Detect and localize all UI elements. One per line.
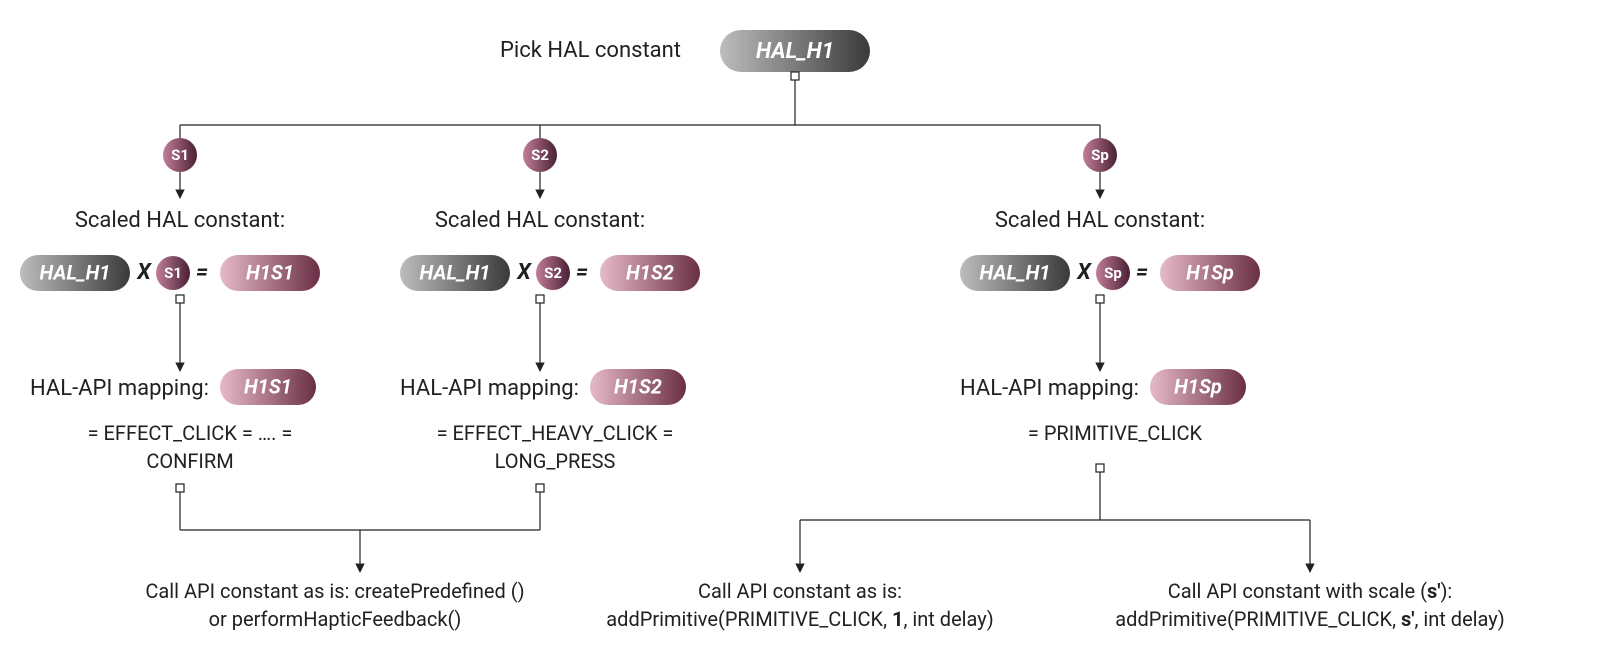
- connector-square: [536, 484, 544, 492]
- eq-eq-b1: =: [196, 260, 208, 285]
- merge-left-line1: Call API constant as is: createPredefine…: [145, 579, 524, 603]
- eq-hal-b3-label: HAL_H1: [980, 260, 1051, 284]
- scaled-title-b2: Scaled HAL constant:: [435, 208, 645, 233]
- eq-res-b3-label: H1Sp: [1186, 260, 1234, 284]
- map-title-b1: HAL-API mapping:: [30, 376, 209, 401]
- scaled-title-b1: Scaled HAL constant:: [75, 208, 285, 233]
- fork-left-line2: addPrimitive(PRIMITIVE_CLICK, 1, int del…: [606, 607, 993, 631]
- eq-times-b2: X: [516, 260, 532, 285]
- branch-b3-s-label: Sp: [1091, 146, 1109, 164]
- eq-res-b1-label: H1S1: [246, 260, 294, 284]
- eq-eq-b2: =: [576, 260, 588, 285]
- map-pill-b2-label: H1S2: [614, 374, 662, 398]
- map-title-b3: HAL-API mapping:: [960, 376, 1139, 401]
- eq-res-b2-label: H1S2: [626, 260, 674, 284]
- root-prefix: Pick HAL constant: [500, 38, 681, 63]
- eq-hal-b1-label: HAL_H1: [40, 260, 111, 284]
- root-pill-label: HAL_H1: [756, 39, 834, 64]
- map-line1-b3: = PRIMITIVE_CLICK: [1028, 421, 1203, 445]
- eq-hal-b2-label: HAL_H1: [420, 260, 491, 284]
- connector-square: [791, 72, 799, 80]
- map-title-b2: HAL-API mapping:: [400, 376, 579, 401]
- eq-times-b3: X: [1076, 260, 1092, 285]
- connector-square: [536, 295, 544, 303]
- connector-square: [176, 295, 184, 303]
- fork-right-line1: Call API constant with scale (s'):: [1168, 579, 1453, 603]
- merge-left-line2: or performHapticFeedback(): [209, 607, 462, 631]
- map-pill-b1-label: H1S1: [244, 374, 292, 398]
- map-line2-b1: CONFIRM: [146, 449, 233, 473]
- diagram-root: Pick HAL constant HAL_H1 S1 Scaled HAL cons…: [20, 30, 1505, 631]
- scaled-title-b3: Scaled HAL constant:: [995, 208, 1205, 233]
- branch-b2-s-label: S2: [531, 146, 549, 164]
- eq-s-b3-label: Sp: [1104, 264, 1122, 282]
- eq-times-b1: X: [136, 260, 152, 285]
- eq-s-b2-label: S2: [544, 264, 562, 282]
- branch-b1-s-label: S1: [171, 146, 189, 164]
- eq-s-b1-label: S1: [164, 264, 182, 282]
- fork-right-line2: addPrimitive(PRIMITIVE_CLICK, s', int de…: [1115, 607, 1504, 631]
- connector-square: [176, 484, 184, 492]
- fork-left-line1: Call API constant as is:: [698, 579, 902, 603]
- map-line1-b1: = EFFECT_CLICK = …. =: [88, 421, 293, 445]
- connector-square: [1096, 464, 1104, 472]
- connector-square: [1096, 295, 1104, 303]
- eq-eq-b3: =: [1136, 260, 1148, 285]
- map-line1-b2: = EFFECT_HEAVY_CLICK =: [437, 421, 674, 445]
- map-line2-b2: LONG_PRESS: [495, 449, 616, 473]
- map-pill-b3-label: H1Sp: [1174, 374, 1222, 398]
